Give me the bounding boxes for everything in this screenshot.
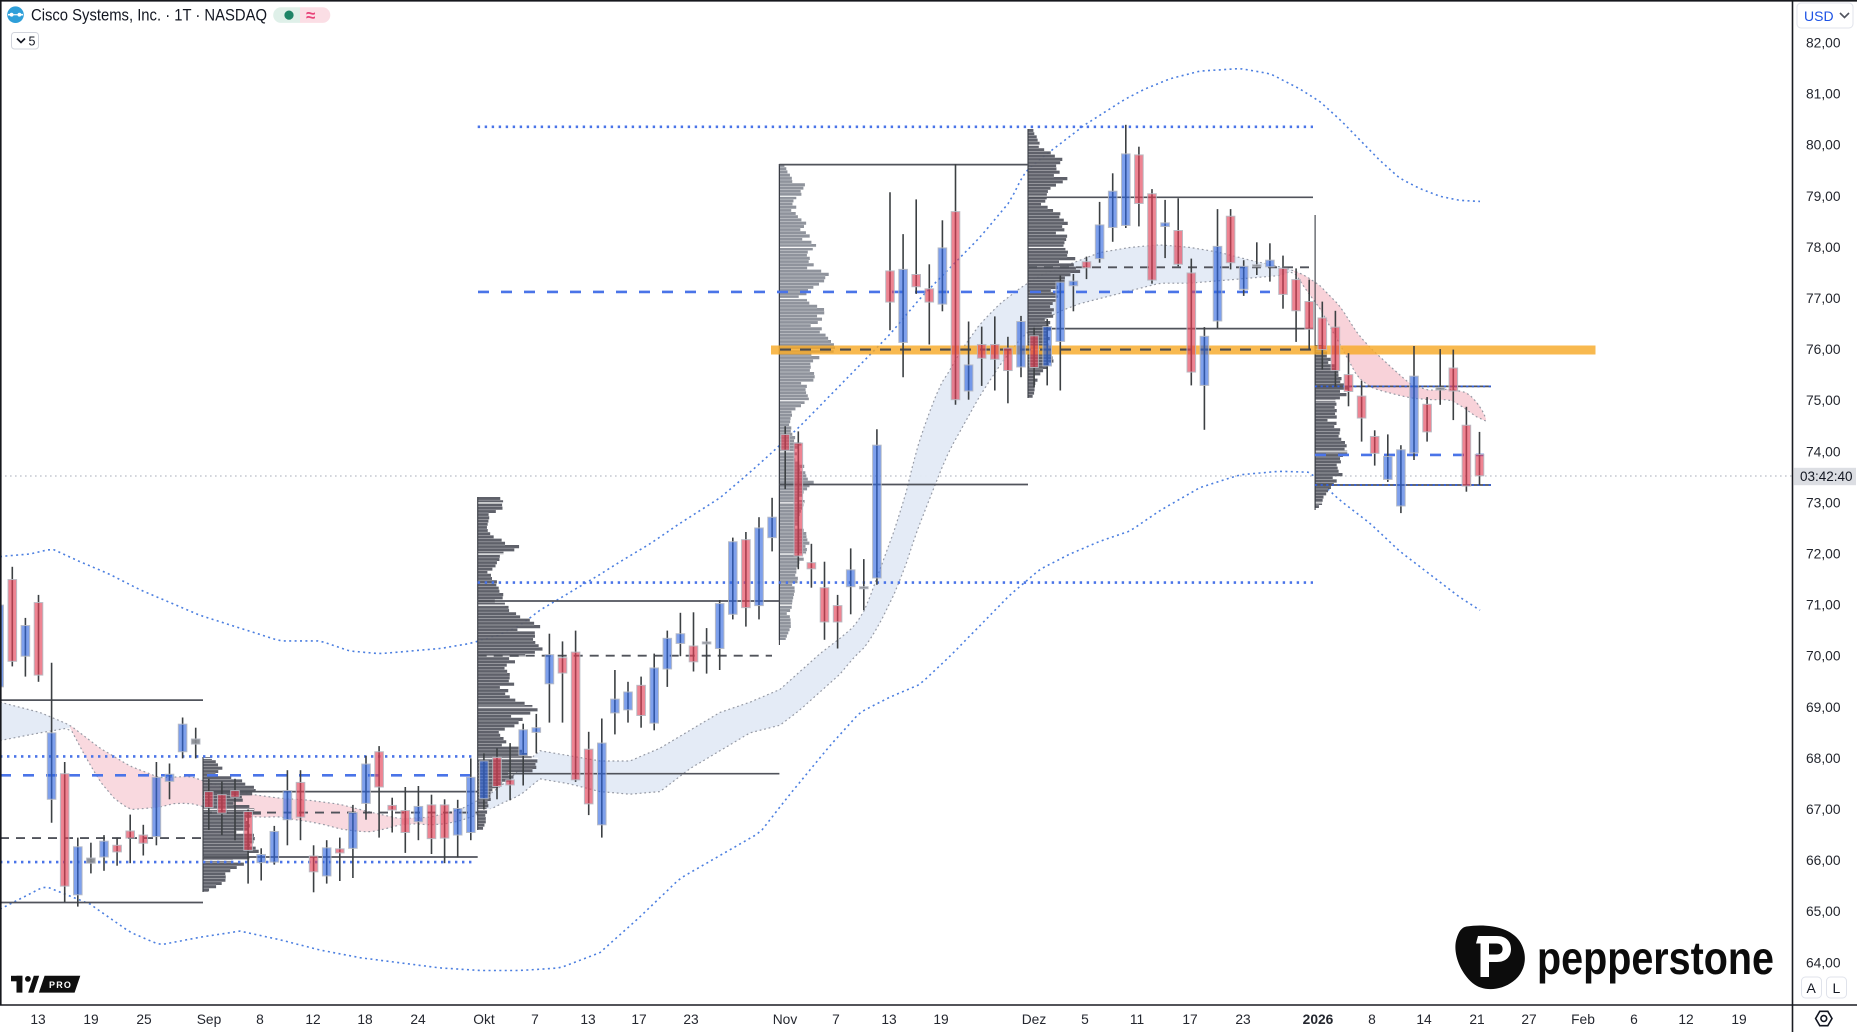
svg-text:Cisco Systems, Inc. · 1T · NAS: Cisco Systems, Inc. · 1T · NASDAQ: [31, 7, 267, 25]
svg-text:66,00: 66,00: [1806, 853, 1841, 868]
svg-text:65,00: 65,00: [1806, 904, 1841, 919]
svg-text:6: 6: [1630, 1012, 1638, 1027]
svg-text:68,00: 68,00: [1806, 751, 1841, 766]
svg-text:5: 5: [1081, 1012, 1089, 1027]
svg-text:70,00: 70,00: [1806, 649, 1841, 664]
svg-text:19: 19: [1731, 1012, 1747, 1027]
svg-text:Dez: Dez: [1022, 1012, 1047, 1027]
svg-text:PRO: PRO: [49, 980, 72, 990]
svg-text:Feb: Feb: [1571, 1012, 1595, 1027]
svg-text:2026: 2026: [1303, 1012, 1334, 1027]
svg-text:13: 13: [580, 1012, 596, 1027]
svg-text:76,00: 76,00: [1806, 342, 1841, 357]
svg-text:Okt: Okt: [473, 1012, 495, 1027]
svg-text:03:42:40: 03:42:40: [1800, 469, 1853, 484]
svg-text:80,00: 80,00: [1806, 138, 1841, 153]
svg-text:8: 8: [1368, 1012, 1376, 1027]
svg-text:A: A: [1807, 980, 1817, 996]
svg-text:21: 21: [1469, 1012, 1484, 1027]
svg-text:13: 13: [30, 1012, 46, 1027]
svg-text:12: 12: [1678, 1012, 1693, 1027]
svg-text:Sep: Sep: [197, 1012, 222, 1027]
svg-text:13: 13: [881, 1012, 897, 1027]
svg-text:25: 25: [136, 1012, 152, 1027]
svg-text:24: 24: [410, 1012, 426, 1027]
svg-text:14: 14: [1416, 1012, 1432, 1027]
svg-text:pepperstone: pepperstone: [1537, 932, 1774, 984]
svg-text:72,00: 72,00: [1806, 547, 1841, 562]
svg-text:82,00: 82,00: [1806, 36, 1841, 51]
svg-text:64,00: 64,00: [1806, 955, 1841, 970]
svg-text:18: 18: [357, 1012, 373, 1027]
svg-text:L: L: [1833, 980, 1841, 996]
svg-text:7: 7: [832, 1012, 840, 1027]
svg-text:79,00: 79,00: [1806, 189, 1841, 204]
svg-text:USD: USD: [1804, 8, 1834, 24]
svg-text:19: 19: [83, 1012, 99, 1027]
svg-text:81,00: 81,00: [1806, 87, 1841, 102]
svg-text:Nov: Nov: [773, 1012, 798, 1027]
svg-text:8: 8: [256, 1012, 264, 1027]
svg-text:7: 7: [531, 1012, 539, 1027]
svg-text:74,00: 74,00: [1806, 444, 1841, 459]
svg-text:67,00: 67,00: [1806, 802, 1841, 817]
svg-text:27: 27: [1521, 1012, 1536, 1027]
svg-text:23: 23: [683, 1012, 699, 1027]
svg-text:78,00: 78,00: [1806, 240, 1841, 255]
svg-text:17: 17: [1182, 1012, 1197, 1027]
svg-text:71,00: 71,00: [1806, 598, 1841, 613]
svg-text:≈: ≈: [306, 6, 315, 25]
svg-text:75,00: 75,00: [1806, 393, 1841, 408]
svg-text:17: 17: [631, 1012, 646, 1027]
svg-text:12: 12: [305, 1012, 320, 1027]
svg-text:5: 5: [29, 35, 36, 49]
svg-text:69,00: 69,00: [1806, 700, 1841, 715]
svg-text:11: 11: [1130, 1012, 1144, 1027]
svg-text:77,00: 77,00: [1806, 291, 1841, 306]
svg-text:19: 19: [933, 1012, 949, 1027]
svg-text:73,00: 73,00: [1806, 495, 1841, 510]
svg-text:23: 23: [1235, 1012, 1251, 1027]
